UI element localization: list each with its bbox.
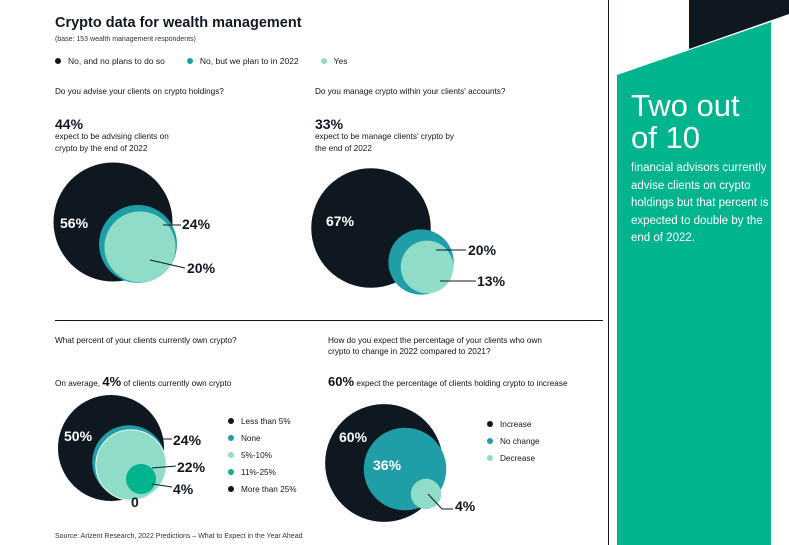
leader-line-1-2 bbox=[149, 259, 186, 269]
data-label-3-1: 24% bbox=[173, 432, 202, 448]
page-title: Crypto data for wealth management bbox=[55, 15, 302, 31]
p3-legend-11-25: 11%-25% bbox=[228, 464, 297, 481]
legend-dot bbox=[186, 58, 193, 64]
sidebar-green-panel bbox=[617, 22, 771, 545]
horizontal-divider bbox=[55, 320, 603, 321]
panel3-question: What percent of your clients currently o… bbox=[55, 336, 237, 345]
data-label-4-2: 4% bbox=[455, 498, 476, 514]
legend-dot bbox=[487, 438, 493, 444]
p4-legend-decrease: Decrease bbox=[487, 450, 540, 467]
panel1-stat: 44% bbox=[55, 116, 84, 132]
leader-line-3-2 bbox=[151, 465, 177, 469]
data-label-2-0: 67% bbox=[326, 213, 355, 229]
panel2-question: Do you manage crypto within your clients… bbox=[315, 87, 506, 96]
panel1-question: Do you advise your clients on crypto hol… bbox=[55, 87, 224, 96]
base-note: (base: 153 wealth management respondents… bbox=[55, 36, 196, 43]
data-label-2-2: 13% bbox=[477, 273, 506, 289]
data-label-3-4: 0 bbox=[131, 494, 139, 510]
bubble-2-2 bbox=[400, 240, 454, 294]
leader-line-3-3 bbox=[151, 483, 173, 488]
legend-dot bbox=[228, 469, 234, 475]
p3-legend-none: None bbox=[228, 430, 297, 447]
legend-dot bbox=[487, 455, 493, 461]
p4-legend-increase: Increase bbox=[487, 416, 540, 433]
bubble-1-2 bbox=[104, 211, 176, 283]
legend-item-no-plans: No, and no plans to do so bbox=[55, 56, 165, 66]
panel1-stat-text: expect to be advising clients on crypto … bbox=[55, 132, 169, 153]
p3-legend-5-10: 5%-10% bbox=[228, 447, 297, 464]
legend-dot bbox=[320, 58, 327, 64]
sidebar-body: financial advisors currently advise clie… bbox=[631, 162, 769, 244]
legend-item-plan-2022: No, but we plan to in 2022 bbox=[186, 56, 299, 66]
data-label-4-0: 60% bbox=[339, 429, 368, 445]
bubble-4-2 bbox=[410, 478, 442, 510]
p3-legend-less5: Less than 5% bbox=[228, 413, 297, 430]
p3-legend-more25: More than 25% bbox=[228, 481, 297, 498]
data-label-4-1: 36% bbox=[373, 457, 402, 473]
legend-dot bbox=[55, 58, 61, 64]
source-note: Source: Arizent Research, 2022 Predictio… bbox=[55, 533, 303, 540]
panel2-stat-text: expect to be manage clients' crypto by t… bbox=[315, 132, 455, 153]
legend-dot bbox=[487, 421, 493, 427]
legend-dot bbox=[228, 435, 234, 441]
legend-item-yes: Yes bbox=[320, 56, 348, 66]
panel3-legend: Less than 5% None 5%-10% 11%-25% More th… bbox=[228, 413, 297, 498]
data-label-3-2: 22% bbox=[177, 459, 206, 475]
data-label-3-3: 4% bbox=[173, 481, 194, 497]
vertical-divider bbox=[608, 0, 609, 545]
sidebar-dark-shape bbox=[689, 0, 789, 49]
sidebar-headline: Two out of 10 bbox=[631, 88, 740, 155]
data-label-1-2: 20% bbox=[187, 260, 216, 276]
legend-dot bbox=[228, 452, 234, 458]
panel2-stat: 33% bbox=[315, 116, 344, 132]
p4-legend-no-change: No change bbox=[487, 433, 540, 450]
panel3-average: On average, 4% of clients currently own … bbox=[55, 374, 232, 389]
main-legend: No, and no plans to do so No, but we pla… bbox=[55, 56, 370, 66]
data-label-1-0: 56% bbox=[60, 215, 89, 231]
legend-dot bbox=[228, 418, 234, 424]
panel4-question: How do you expect the percentage of your… bbox=[328, 336, 542, 356]
data-label-3-0: 50% bbox=[64, 428, 93, 444]
leader-line-4-2 bbox=[427, 493, 453, 510]
legend-dot bbox=[228, 486, 234, 492]
data-label-1-1: 24% bbox=[182, 216, 211, 232]
panel4-legend: Increase No change Decrease bbox=[487, 416, 540, 467]
panel4-stat: 60% expect the percentage of clients hol… bbox=[328, 374, 568, 389]
data-label-2-1: 20% bbox=[468, 242, 497, 258]
bubble-3-3 bbox=[126, 464, 156, 494]
